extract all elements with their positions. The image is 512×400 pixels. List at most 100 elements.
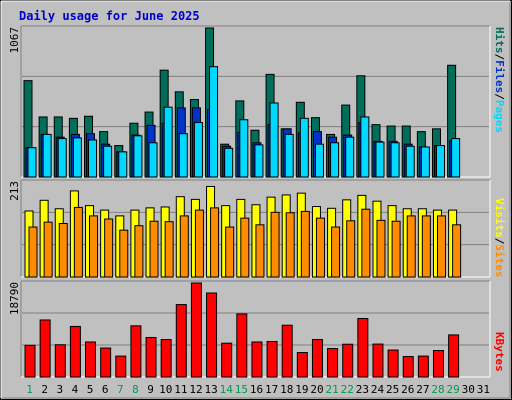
hits-files-pages-panel [20, 25, 491, 178]
x-tick-label-day-11: 11 [174, 383, 187, 396]
bar-sites-day-26 [406, 215, 416, 278]
x-tick-label-day-21: 21 [326, 383, 339, 396]
svg-text:KBytes: KBytes [493, 332, 506, 372]
bar-pages-day-19 [299, 117, 309, 178]
bar-sites-day-17 [270, 211, 280, 278]
bar-sites-day-12 [194, 209, 204, 278]
x-tick-label-day-5: 5 [87, 383, 94, 396]
bar-kbytes-day-21 [327, 348, 339, 378]
x-tick-label-day-26: 26 [401, 383, 414, 396]
legend-sep-2: / [493, 93, 506, 100]
bar-pages-day-24 [375, 141, 385, 178]
x-tick-label-day-6: 6 [102, 383, 109, 396]
y-max-label-kbytes: 18790 [8, 282, 21, 315]
bar-kbytes-day-18 [281, 324, 293, 378]
bar-kbytes-day-19 [296, 352, 308, 378]
legend-sep-3: / [493, 238, 506, 245]
bar-kbytes-day-25 [387, 349, 399, 378]
x-tick-label-day-24: 24 [371, 383, 385, 396]
bar-pages-day-23 [360, 116, 370, 178]
legend-visits: Visits [493, 198, 506, 238]
bar-pages-day-7 [118, 151, 128, 178]
bar-kbytes-day-11 [175, 304, 187, 378]
x-tick-label-day-29: 29 [447, 383, 460, 396]
x-tick-label-day-30: 30 [462, 383, 475, 396]
bar-pages-day-5 [88, 139, 98, 178]
x-tick-label-day-17: 17 [265, 383, 278, 396]
bar-sites-day-18 [285, 212, 295, 278]
bar-pages-day-14 [224, 147, 234, 178]
x-tick-label-day-9: 9 [147, 383, 154, 396]
y-max-label-visits: 213 [8, 181, 21, 201]
x-tick-label-day-27: 27 [416, 383, 429, 396]
bar-kbytes-day-2 [39, 319, 51, 378]
bar-pages-day-11 [178, 133, 188, 178]
bar-sites-day-9 [149, 220, 159, 278]
bar-kbytes-day-14 [221, 342, 233, 378]
bar-pages-day-6 [103, 145, 113, 178]
bar-kbytes-day-22 [342, 343, 354, 378]
chart-title: Daily usage for June 2025 [19, 9, 200, 23]
bar-sites-day-21 [331, 226, 341, 278]
legend-sites: Sites [493, 244, 506, 277]
x-tick-label-day-18: 18 [280, 383, 293, 396]
bar-kbytes-day-20 [311, 339, 323, 378]
bar-pages-day-8 [133, 135, 143, 178]
x-tick-label-day-13: 13 [204, 383, 217, 396]
bar-sites-day-10 [164, 221, 174, 278]
bar-kbytes-day-5 [85, 341, 97, 378]
x-tick-label-day-14: 14 [220, 383, 234, 396]
visits-sites-panel [20, 179, 491, 278]
bar-pages-day-13 [209, 66, 219, 178]
legend-sep-1: / [493, 54, 506, 61]
x-tick-label-day-12: 12 [189, 383, 202, 396]
x-tick-label-day-19: 19 [295, 383, 308, 396]
bar-kbytes-day-24 [372, 343, 384, 378]
x-axis-day-labels: 1 2 3 4 5 6 7 8 9 10 11 12 13 14 15 16 17 18 19 20 21 22 23 24 2… [26, 383, 490, 396]
x-tick-label-day-16: 16 [250, 383, 263, 396]
bar-sites-day-2 [43, 221, 53, 278]
bar-pages-day-21 [330, 142, 340, 178]
bar-kbytes-day-10 [160, 339, 172, 378]
legend-hits-files-pages: Hits/Files/Pages [493, 27, 506, 133]
legend-pages: Pages [493, 100, 506, 133]
legend-kbytes-group: KBytes [493, 332, 506, 372]
bar-sites-day-13 [210, 207, 220, 278]
bar-kbytes-day-7 [115, 355, 127, 378]
x-tick-label-day-8: 8 [132, 383, 139, 396]
x-tick-label-day-31: 31 [477, 383, 490, 396]
x-tick-label-day-28: 28 [431, 383, 444, 396]
bar-sites-day-5 [89, 215, 99, 278]
bar-kbytes-day-28 [432, 350, 444, 378]
bar-pages-day-25 [390, 142, 400, 178]
svg-text:Visits/Sites: Visits/Sites [493, 198, 506, 278]
bar-kbytes-day-27 [417, 355, 429, 378]
bar-sites-day-6 [104, 218, 114, 278]
bar-kbytes-day-29 [448, 334, 460, 378]
bar-sites-day-1 [28, 226, 38, 278]
bar-pages-day-1 [27, 147, 37, 178]
bar-kbytes-day-17 [266, 340, 278, 378]
x-tick-label-day-15: 15 [235, 383, 248, 396]
bar-sites-day-16 [255, 224, 265, 278]
bar-pages-day-15 [239, 119, 249, 178]
bar-kbytes-day-4 [69, 325, 81, 378]
x-tick-label-day-7: 7 [117, 383, 124, 396]
bar-pages-day-20 [314, 143, 324, 178]
bar-sites-day-29 [452, 224, 462, 278]
bar-pages-day-2 [42, 133, 52, 178]
bar-sites-day-19 [300, 210, 310, 278]
legend-files: Files [493, 60, 506, 93]
bar-sites-day-14 [225, 226, 235, 278]
bar-sites-day-27 [421, 215, 431, 278]
bar-pages-day-22 [345, 136, 355, 178]
bar-sites-day-7 [119, 229, 129, 278]
x-tick-label-day-10: 10 [159, 383, 172, 396]
bar-pages-day-29 [451, 138, 461, 178]
bar-kbytes-day-1 [24, 344, 36, 378]
bar-sites-day-28 [436, 215, 446, 278]
bar-sites-day-20 [315, 217, 325, 278]
bar-pages-day-12 [193, 122, 203, 178]
bar-kbytes-day-9 [145, 336, 157, 378]
